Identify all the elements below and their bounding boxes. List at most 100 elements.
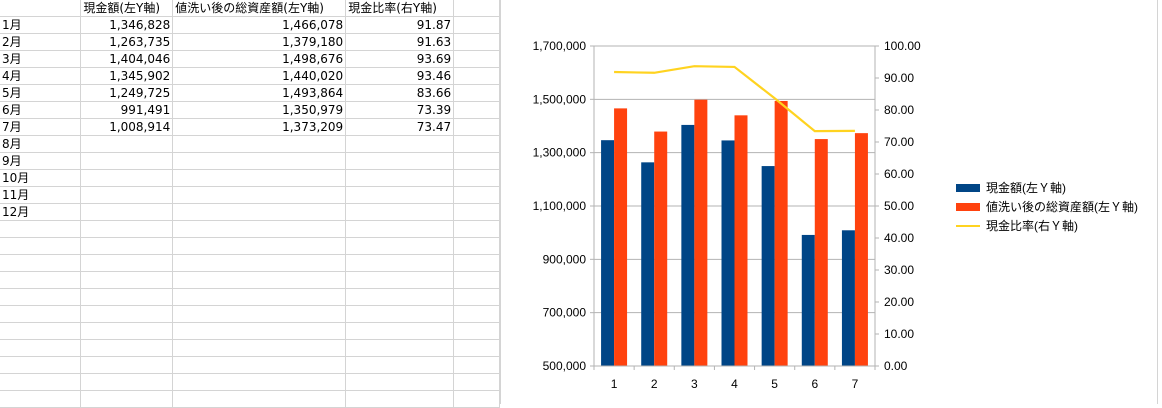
empty-cell[interactable]	[172, 339, 347, 357]
empty-cell[interactable]	[453, 101, 500, 119]
empty-cell[interactable]	[453, 186, 500, 204]
empty-cell[interactable]	[0, 254, 82, 272]
table-cell[interactable]: 73.47	[345, 118, 455, 136]
empty-cell[interactable]	[453, 84, 500, 102]
empty-cell[interactable]	[453, 33, 500, 51]
chart-area[interactable]: 500,000 700,000 900,000 1,100,000 1,300,000 1…	[500, 0, 1162, 404]
empty-cell[interactable]	[345, 373, 455, 391]
table-cell[interactable]	[80, 169, 174, 187]
table-cell[interactable]	[172, 203, 347, 221]
table-cell[interactable]: 93.69	[345, 50, 455, 68]
empty-cell[interactable]	[172, 220, 347, 238]
column-header-cell[interactable]	[0, 0, 82, 17]
table-cell[interactable]: 1,493,864	[172, 84, 347, 102]
table-cell[interactable]: 3月	[0, 50, 82, 68]
empty-cell[interactable]	[345, 271, 455, 289]
empty-cell[interactable]	[453, 288, 500, 306]
empty-cell[interactable]	[80, 220, 174, 238]
table-cell[interactable]: 9月	[0, 152, 82, 170]
table-cell[interactable]: 93.46	[345, 67, 455, 85]
empty-cell[interactable]	[453, 152, 500, 170]
empty-cell[interactable]	[453, 254, 500, 272]
empty-cell[interactable]	[172, 288, 347, 306]
table-cell[interactable]: 1,263,735	[80, 33, 174, 51]
table-cell[interactable]: 1,345,902	[80, 67, 174, 85]
empty-cell[interactable]	[80, 254, 174, 272]
empty-cell[interactable]	[345, 237, 455, 255]
empty-cell[interactable]	[453, 356, 500, 374]
empty-cell[interactable]	[172, 390, 347, 408]
empty-cell[interactable]	[453, 271, 500, 289]
empty-cell[interactable]	[80, 305, 174, 323]
empty-cell[interactable]	[345, 322, 455, 340]
empty-cell[interactable]	[0, 356, 82, 374]
table-cell[interactable]: 1,249,725	[80, 84, 174, 102]
table-cell[interactable]: 1,346,828	[80, 16, 174, 34]
table-cell[interactable]	[345, 203, 455, 221]
empty-cell[interactable]	[80, 390, 174, 408]
table-cell[interactable]	[172, 186, 347, 204]
empty-cell[interactable]	[453, 118, 500, 136]
table-cell[interactable]: 1,498,676	[172, 50, 347, 68]
empty-cell[interactable]	[172, 356, 347, 374]
table-cell[interactable]: 73.39	[345, 101, 455, 119]
empty-cell[interactable]	[453, 322, 500, 340]
empty-cell[interactable]	[172, 305, 347, 323]
empty-cell[interactable]	[453, 339, 500, 357]
empty-cell[interactable]	[0, 237, 82, 255]
table-cell[interactable]: 91.63	[345, 33, 455, 51]
table-cell[interactable]: 83.66	[345, 84, 455, 102]
table-cell[interactable]	[80, 152, 174, 170]
empty-cell[interactable]	[453, 135, 500, 153]
empty-cell[interactable]	[172, 373, 347, 391]
table-cell[interactable]: 12月	[0, 203, 82, 221]
table-cell[interactable]: 1,466,078	[172, 16, 347, 34]
empty-cell[interactable]	[0, 220, 82, 238]
empty-cell[interactable]	[0, 288, 82, 306]
empty-cell[interactable]	[0, 322, 82, 340]
empty-cell[interactable]	[0, 390, 82, 408]
empty-cell[interactable]	[80, 356, 174, 374]
empty-cell[interactable]	[345, 305, 455, 323]
empty-cell[interactable]	[453, 16, 500, 34]
table-cell[interactable]: 91.87	[345, 16, 455, 34]
empty-cell[interactable]	[80, 288, 174, 306]
empty-cell[interactable]	[453, 50, 500, 68]
empty-cell[interactable]	[453, 0, 500, 17]
table-cell[interactable]: 11月	[0, 186, 82, 204]
table-cell[interactable]: 1月	[0, 16, 82, 34]
empty-cell[interactable]	[0, 271, 82, 289]
empty-cell[interactable]	[345, 390, 455, 408]
table-cell[interactable]: 2月	[0, 33, 82, 51]
table-cell[interactable]	[345, 186, 455, 204]
table-cell[interactable]: 1,440,020	[172, 67, 347, 85]
table-cell[interactable]: 1,350,979	[172, 101, 347, 119]
table-cell[interactable]	[345, 135, 455, 153]
empty-cell[interactable]	[0, 339, 82, 357]
empty-cell[interactable]	[453, 305, 500, 323]
empty-cell[interactable]	[345, 339, 455, 357]
empty-cell[interactable]	[453, 237, 500, 255]
table-cell[interactable]: 6月	[0, 101, 82, 119]
empty-cell[interactable]	[453, 67, 500, 85]
empty-cell[interactable]	[345, 254, 455, 272]
empty-cell[interactable]	[172, 254, 347, 272]
empty-cell[interactable]	[80, 373, 174, 391]
empty-cell[interactable]	[453, 390, 500, 408]
empty-cell[interactable]	[453, 373, 500, 391]
table-cell[interactable]: 10月	[0, 169, 82, 187]
table-cell[interactable]	[172, 152, 347, 170]
table-cell[interactable]: 8月	[0, 135, 82, 153]
empty-cell[interactable]	[345, 220, 455, 238]
table-cell[interactable]: 991,491	[80, 101, 174, 119]
table-cell[interactable]	[80, 186, 174, 204]
table-cell[interactable]	[172, 135, 347, 153]
empty-cell[interactable]	[345, 356, 455, 374]
empty-cell[interactable]	[453, 220, 500, 238]
empty-cell[interactable]	[453, 169, 500, 187]
empty-cell[interactable]	[80, 339, 174, 357]
table-cell[interactable]: 1,379,180	[172, 33, 347, 51]
table-cell[interactable]	[80, 135, 174, 153]
empty-cell[interactable]	[172, 322, 347, 340]
empty-cell[interactable]	[80, 322, 174, 340]
